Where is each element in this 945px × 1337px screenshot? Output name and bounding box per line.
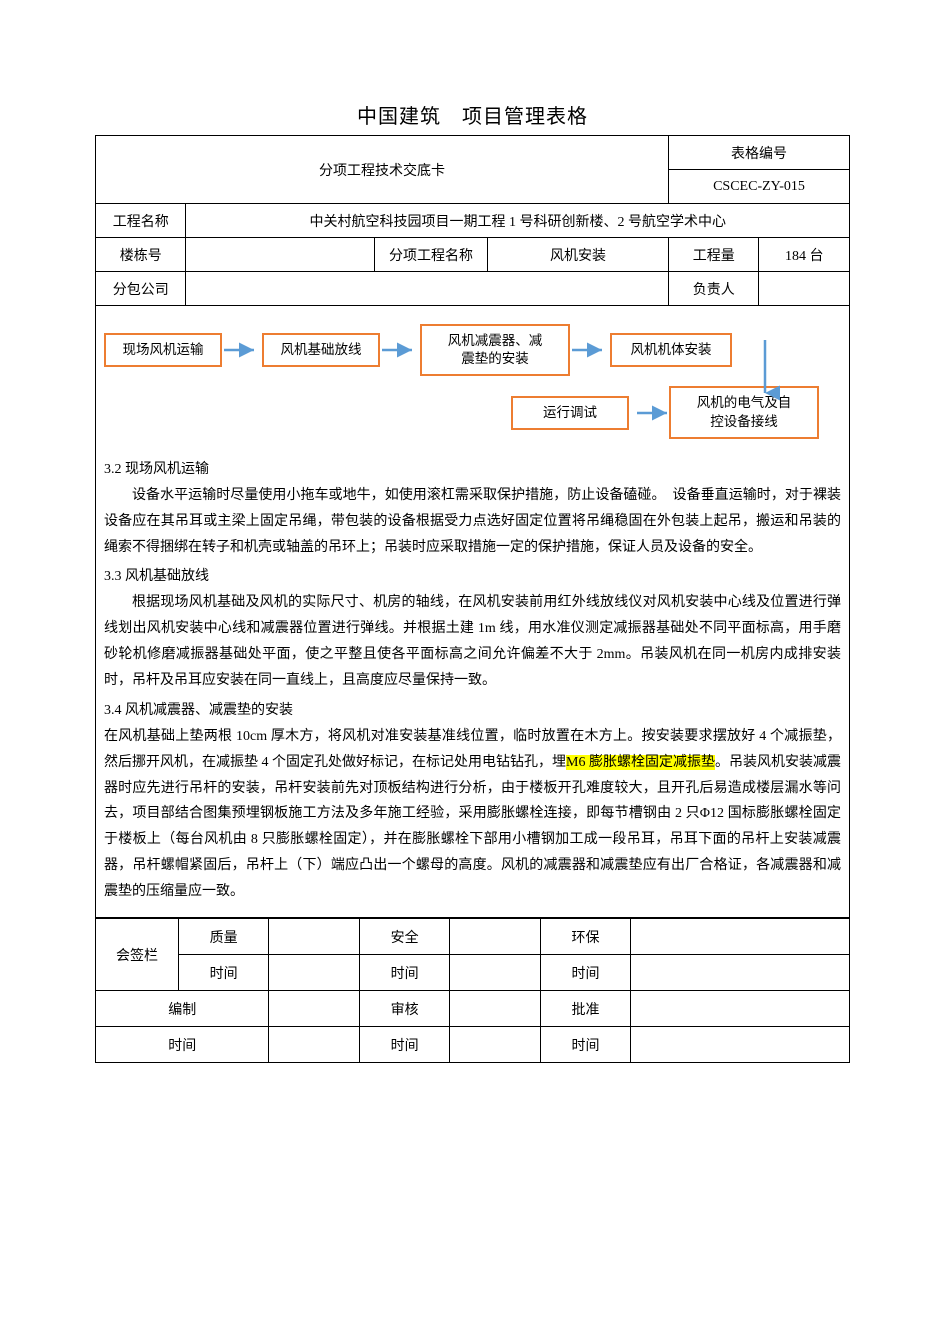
flowchart: 现场风机运输 风机基础放线 风机减震器、减 震垫的安装 风机机体安装 运行调试 …: [104, 324, 841, 439]
sign-time-3-label: 时间: [540, 955, 630, 991]
signoff-table: 会签栏 质量 安全 环保 时间 时间 时间 编制 审核 批准 时间 时间 时间: [95, 918, 850, 1063]
arrow-left-icon: [629, 405, 669, 421]
label-sub-name: 分项工程名称: [374, 238, 487, 272]
sign-env-val: [631, 919, 850, 955]
section-3-3-text: 根据现场风机基础及风机的实际尺寸、机房的轴线，在风机安装前用红外线放线仪对风机安…: [104, 590, 841, 694]
sign-time-4-val: [269, 1027, 359, 1063]
section-3-3-heading: 3.3 风机基础放线: [104, 564, 841, 590]
sign-review-val: [450, 991, 540, 1027]
sign-time-5-label: 时间: [359, 1027, 449, 1063]
sign-col0: 会签栏: [96, 919, 179, 991]
sign-time-6-label: 时间: [540, 1027, 630, 1063]
form-number-label: 表格编号: [669, 136, 850, 170]
sign-time-3-val: [631, 955, 850, 991]
sign-time-1-val: [269, 955, 359, 991]
sign-quality-label: 质量: [178, 919, 268, 955]
sign-time-4-label: 时间: [96, 1027, 269, 1063]
label-building-no: 楼栋号: [96, 238, 186, 272]
arrow-down-icon: [745, 338, 785, 408]
highlighted-text: M6 膨胀螺栓固定减振垫: [566, 755, 715, 770]
value-project-name: 中关村航空科技园项目一期工程 1 号科研创新楼、2 号航空学术中心: [186, 204, 850, 238]
sign-review-label: 审核: [359, 991, 449, 1027]
flow-node-3: 风机减震器、减 震垫的安装: [420, 324, 570, 376]
header-table: 分项工程技术交底卡 表格编号 CSCEC-ZY-015 工程名称 中关村航空科技…: [95, 135, 850, 918]
sign-time-6-val: [631, 1027, 850, 1063]
sign-time-5-val: [450, 1027, 540, 1063]
label-qty: 工程量: [669, 238, 759, 272]
label-project-name: 工程名称: [96, 204, 186, 238]
value-building-no: [186, 238, 374, 272]
sign-make-label: 编制: [96, 991, 269, 1027]
arrow-right-icon: [380, 342, 420, 358]
section-3-2-text: 设备水平运输时尽量使用小拖车或地牛，如使用滚杠需采取保护措施，防止设备磕碰。 设…: [104, 483, 841, 561]
content-cell: 现场风机运输 风机基础放线 风机减震器、减 震垫的安装 风机机体安装 运行调试 …: [96, 306, 850, 918]
sign-time-2-val: [450, 955, 540, 991]
sign-approve-val: [631, 991, 850, 1027]
value-qty: 184 台: [759, 238, 850, 272]
flow-node-2: 风机基础放线: [262, 333, 380, 367]
sign-time-1-label: 时间: [178, 955, 268, 991]
value-owner: [759, 272, 850, 306]
arrow-right-icon: [570, 342, 610, 358]
sign-time-2-label: 时间: [359, 955, 449, 991]
flow-row-1: 现场风机运输 风机基础放线 风机减震器、减 震垫的安装 风机机体安装: [104, 324, 841, 376]
page-title: 中国建筑 项目管理表格: [95, 100, 850, 129]
section-3-2-heading: 3.2 现场风机运输: [104, 457, 841, 483]
value-sub-name: 风机安装: [488, 238, 669, 272]
sign-approve-label: 批准: [540, 991, 630, 1027]
section-3-4-heading: 3.4 风机减震器、减震垫的安装: [104, 698, 841, 724]
label-subcontract: 分包公司: [96, 272, 186, 306]
value-subcontract: [186, 272, 669, 306]
s34-part2: 。吊装风机安装减震器时应先进行吊杆的安装，吊杆安装前先对顶板结构进行分析，由于楼…: [104, 755, 841, 899]
flow-node-4: 风机机体安装: [610, 333, 732, 367]
sign-quality-val: [269, 919, 359, 955]
section-3-4-text: 在风机基础上垫两根 10cm 厚木方，将风机对准安装基准线位置，临时放置在木方上…: [104, 724, 841, 905]
arrow-right-icon: [222, 342, 262, 358]
sign-safety-val: [450, 919, 540, 955]
sign-make-val: [269, 991, 359, 1027]
sign-safety-label: 安全: [359, 919, 449, 955]
sign-env-label: 环保: [540, 919, 630, 955]
flow-node-5: 风机的电气及自 控设备接线: [669, 386, 819, 438]
form-number: CSCEC-ZY-015: [669, 170, 850, 204]
subtitle: 分项工程技术交底卡: [96, 136, 669, 204]
label-owner: 负责人: [669, 272, 759, 306]
flow-node-6: 运行调试: [511, 396, 629, 430]
flow-node-1: 现场风机运输: [104, 333, 222, 367]
flow-row-2: 运行调试 风机的电气及自 控设备接线: [104, 386, 841, 438]
